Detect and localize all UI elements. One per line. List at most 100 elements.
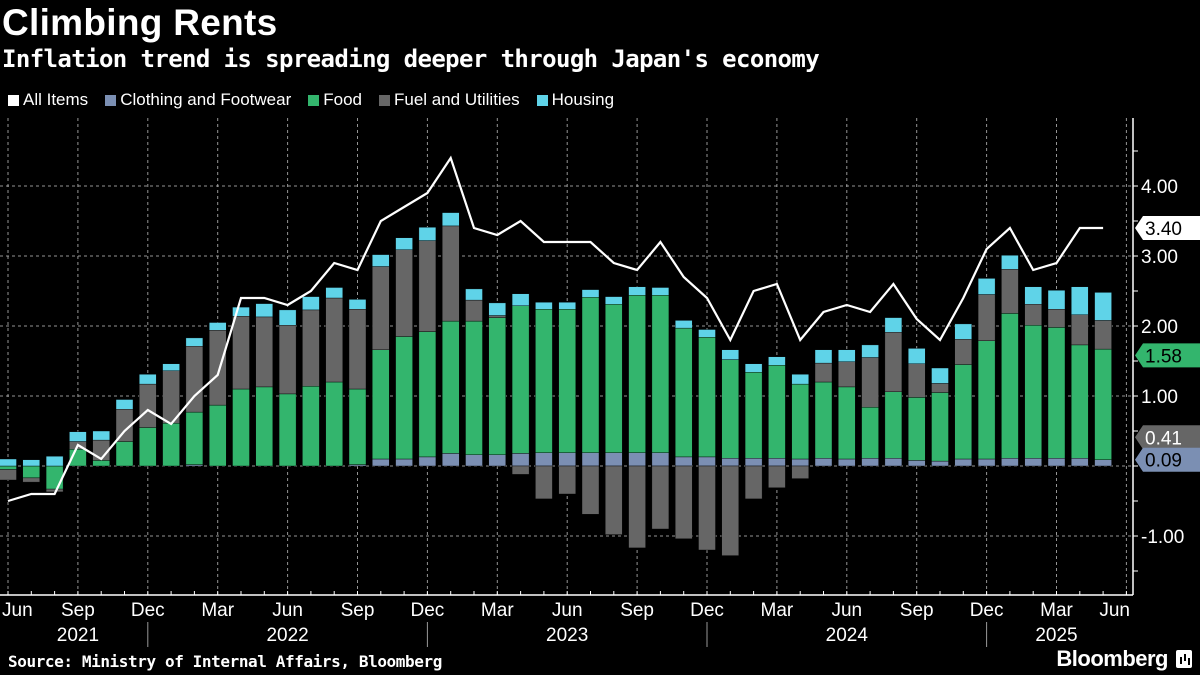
bar-fuel-and-utilities-dec-2021 (139, 383, 157, 428)
bar-food-oct-2021 (92, 460, 110, 467)
y-tick-label: 2.00 (1141, 317, 1178, 338)
bar-housing-jul-2021 (22, 459, 40, 467)
bar-housing-aug-2024 (884, 317, 903, 333)
end-label-fuel-and-utilities: 0.41 (1135, 425, 1200, 450)
end-label-tag (1135, 216, 1200, 240)
legend-swatch (8, 94, 19, 106)
bar-clothing-and-footwear-mar-2025 (1047, 458, 1066, 467)
bar-housing-sep-2024 (908, 348, 926, 364)
bar-housing-mar-2022 (208, 322, 227, 331)
bar-housing-may-2024 (814, 349, 833, 364)
bar-food-aug-2024 (884, 391, 903, 459)
bar-fuel-and-utilities-mar-2023 (488, 315, 506, 318)
bar-clothing-and-footwear-dec-2022 (418, 456, 437, 467)
bar-housing-nov-2023 (675, 320, 693, 329)
legend-swatch (308, 94, 320, 106)
bar-clothing-and-footwear-feb-2023 (465, 454, 483, 467)
bar-housing-jan-2023 (442, 212, 460, 227)
bar-clothing-and-footwear-sep-2023 (628, 452, 646, 467)
bar-housing-nov-2022 (395, 237, 413, 250)
bar-food-jun-2024 (838, 386, 856, 460)
bar-food-mar-2023 (488, 317, 506, 456)
bar-food-jun-2022 (278, 393, 297, 467)
bar-fuel-and-utilities-may-2022 (255, 316, 274, 388)
bar-food-dec-2024 (977, 340, 996, 460)
bar-fuel-and-utilities-nov-2023 (675, 465, 693, 540)
bar-fuel-and-utilities-nov-2022 (395, 249, 413, 337)
x-tick-label: Sep (900, 600, 934, 621)
bar-fuel-and-utilities-mar-2025 (1047, 309, 1066, 328)
bar-clothing-and-footwear-apr-2024 (791, 458, 809, 467)
x-year-label: 2021 (57, 625, 99, 646)
bar-food-may-2023 (535, 309, 553, 453)
bar-fuel-and-utilities-may-2023 (535, 465, 553, 500)
bar-clothing-and-footwear-dec-2024 (977, 458, 996, 467)
legend-label: Food (323, 90, 362, 109)
bar-housing-nov-2024 (954, 323, 972, 340)
y-tick-label: 1.00 (1141, 387, 1178, 408)
bar-food-apr-2022 (232, 388, 250, 467)
end-label-value: 1.58 (1145, 346, 1182, 367)
bar-housing-jul-2024 (861, 344, 879, 358)
bar-housing-aug-2022 (325, 287, 343, 299)
bar-housing-mar-2023 (488, 302, 506, 316)
y-tick-label: 3.00 (1141, 247, 1178, 268)
bar-housing-dec-2024 (977, 278, 996, 295)
bar-housing-sep-2023 (628, 286, 646, 296)
bar-food-dec-2021 (139, 427, 157, 467)
bar-housing-apr-2024 (791, 374, 809, 385)
x-tick-label: Mar (1040, 600, 1073, 621)
bar-food-aug-2021 (45, 465, 64, 490)
legend-swatch (536, 94, 548, 106)
bar-fuel-and-utilities-jan-2023 (442, 225, 460, 322)
bar-housing-dec-2021 (139, 374, 157, 385)
chart-icon (1176, 650, 1192, 668)
bar-fuel-and-utilities-apr-2022 (232, 316, 250, 390)
end-label-food: 1.58 (1135, 343, 1200, 368)
bar-clothing-and-footwear-dec-2023 (698, 456, 716, 467)
bar-food-aug-2023 (605, 304, 623, 453)
bar-food-jul-2023 (581, 297, 600, 453)
bar-food-jan-2023 (442, 320, 460, 454)
bar-fuel-and-utilities-apr-2025 (1071, 314, 1089, 346)
bar-fuel-and-utilities-dec-2022 (418, 240, 437, 332)
bar-food-nov-2021 (115, 441, 134, 467)
legend-item-clothing: Clothing and Footwear (105, 90, 291, 110)
bar-housing-aug-2023 (605, 296, 623, 305)
x-tick-label: Jun (1099, 600, 1130, 621)
bar-clothing-and-footwear-nov-2023 (675, 456, 693, 467)
bar-fuel-and-utilities-sep-2023 (628, 465, 646, 549)
bar-fuel-and-utilities-jan-2024 (721, 465, 739, 556)
bar-food-nov-2022 (395, 336, 413, 460)
legend: All Items Clothing and Footwear Food Fue… (8, 90, 614, 110)
bar-fuel-and-utilities-feb-2024 (744, 465, 763, 500)
bar-housing-jun-2021 (0, 458, 17, 467)
bar-fuel-and-utilities-aug-2023 (605, 465, 623, 535)
end-label-clothing-and-footwear: 0.09 (1135, 447, 1200, 472)
bar-food-jan-2025 (1001, 313, 1019, 459)
bar-clothing-and-footwear-jul-2024 (861, 458, 879, 467)
bar-housing-mar-2024 (768, 356, 786, 366)
bar-clothing-and-footwear-sep-2022 (348, 464, 367, 467)
bar-food-feb-2025 (1024, 325, 1042, 459)
y-tick-label: 4.00 (1141, 177, 1178, 198)
end-label-tag (1135, 343, 1200, 368)
bar-fuel-and-utilities-jun-2023 (558, 465, 576, 495)
bar-food-oct-2023 (651, 295, 670, 453)
bar-clothing-and-footwear-mar-2023 (488, 454, 506, 467)
end-label-tag (1135, 447, 1200, 472)
logo-text: Bloomberg (1056, 646, 1168, 671)
bar-fuel-and-utilities-oct-2023 (651, 465, 670, 530)
bar-fuel-and-utilities-jul-2022 (302, 309, 320, 387)
bar-clothing-and-footwear-nov-2024 (954, 458, 972, 467)
legend-item-housing: Housing (536, 90, 614, 110)
bar-food-aug-2022 (325, 381, 343, 467)
bar-fuel-and-utilities-jul-2021 (22, 477, 40, 483)
bar-fuel-and-utilities-feb-2025 (1024, 304, 1042, 326)
bar-food-jan-2022 (162, 423, 180, 467)
bar-clothing-and-footwear-oct-2022 (372, 458, 390, 467)
bloomberg-logo: Bloomberg (1056, 646, 1192, 672)
bar-housing-jun-2024 (838, 349, 856, 362)
bar-food-apr-2023 (511, 305, 530, 454)
bar-fuel-and-utilities-dec-2024 (977, 294, 996, 341)
